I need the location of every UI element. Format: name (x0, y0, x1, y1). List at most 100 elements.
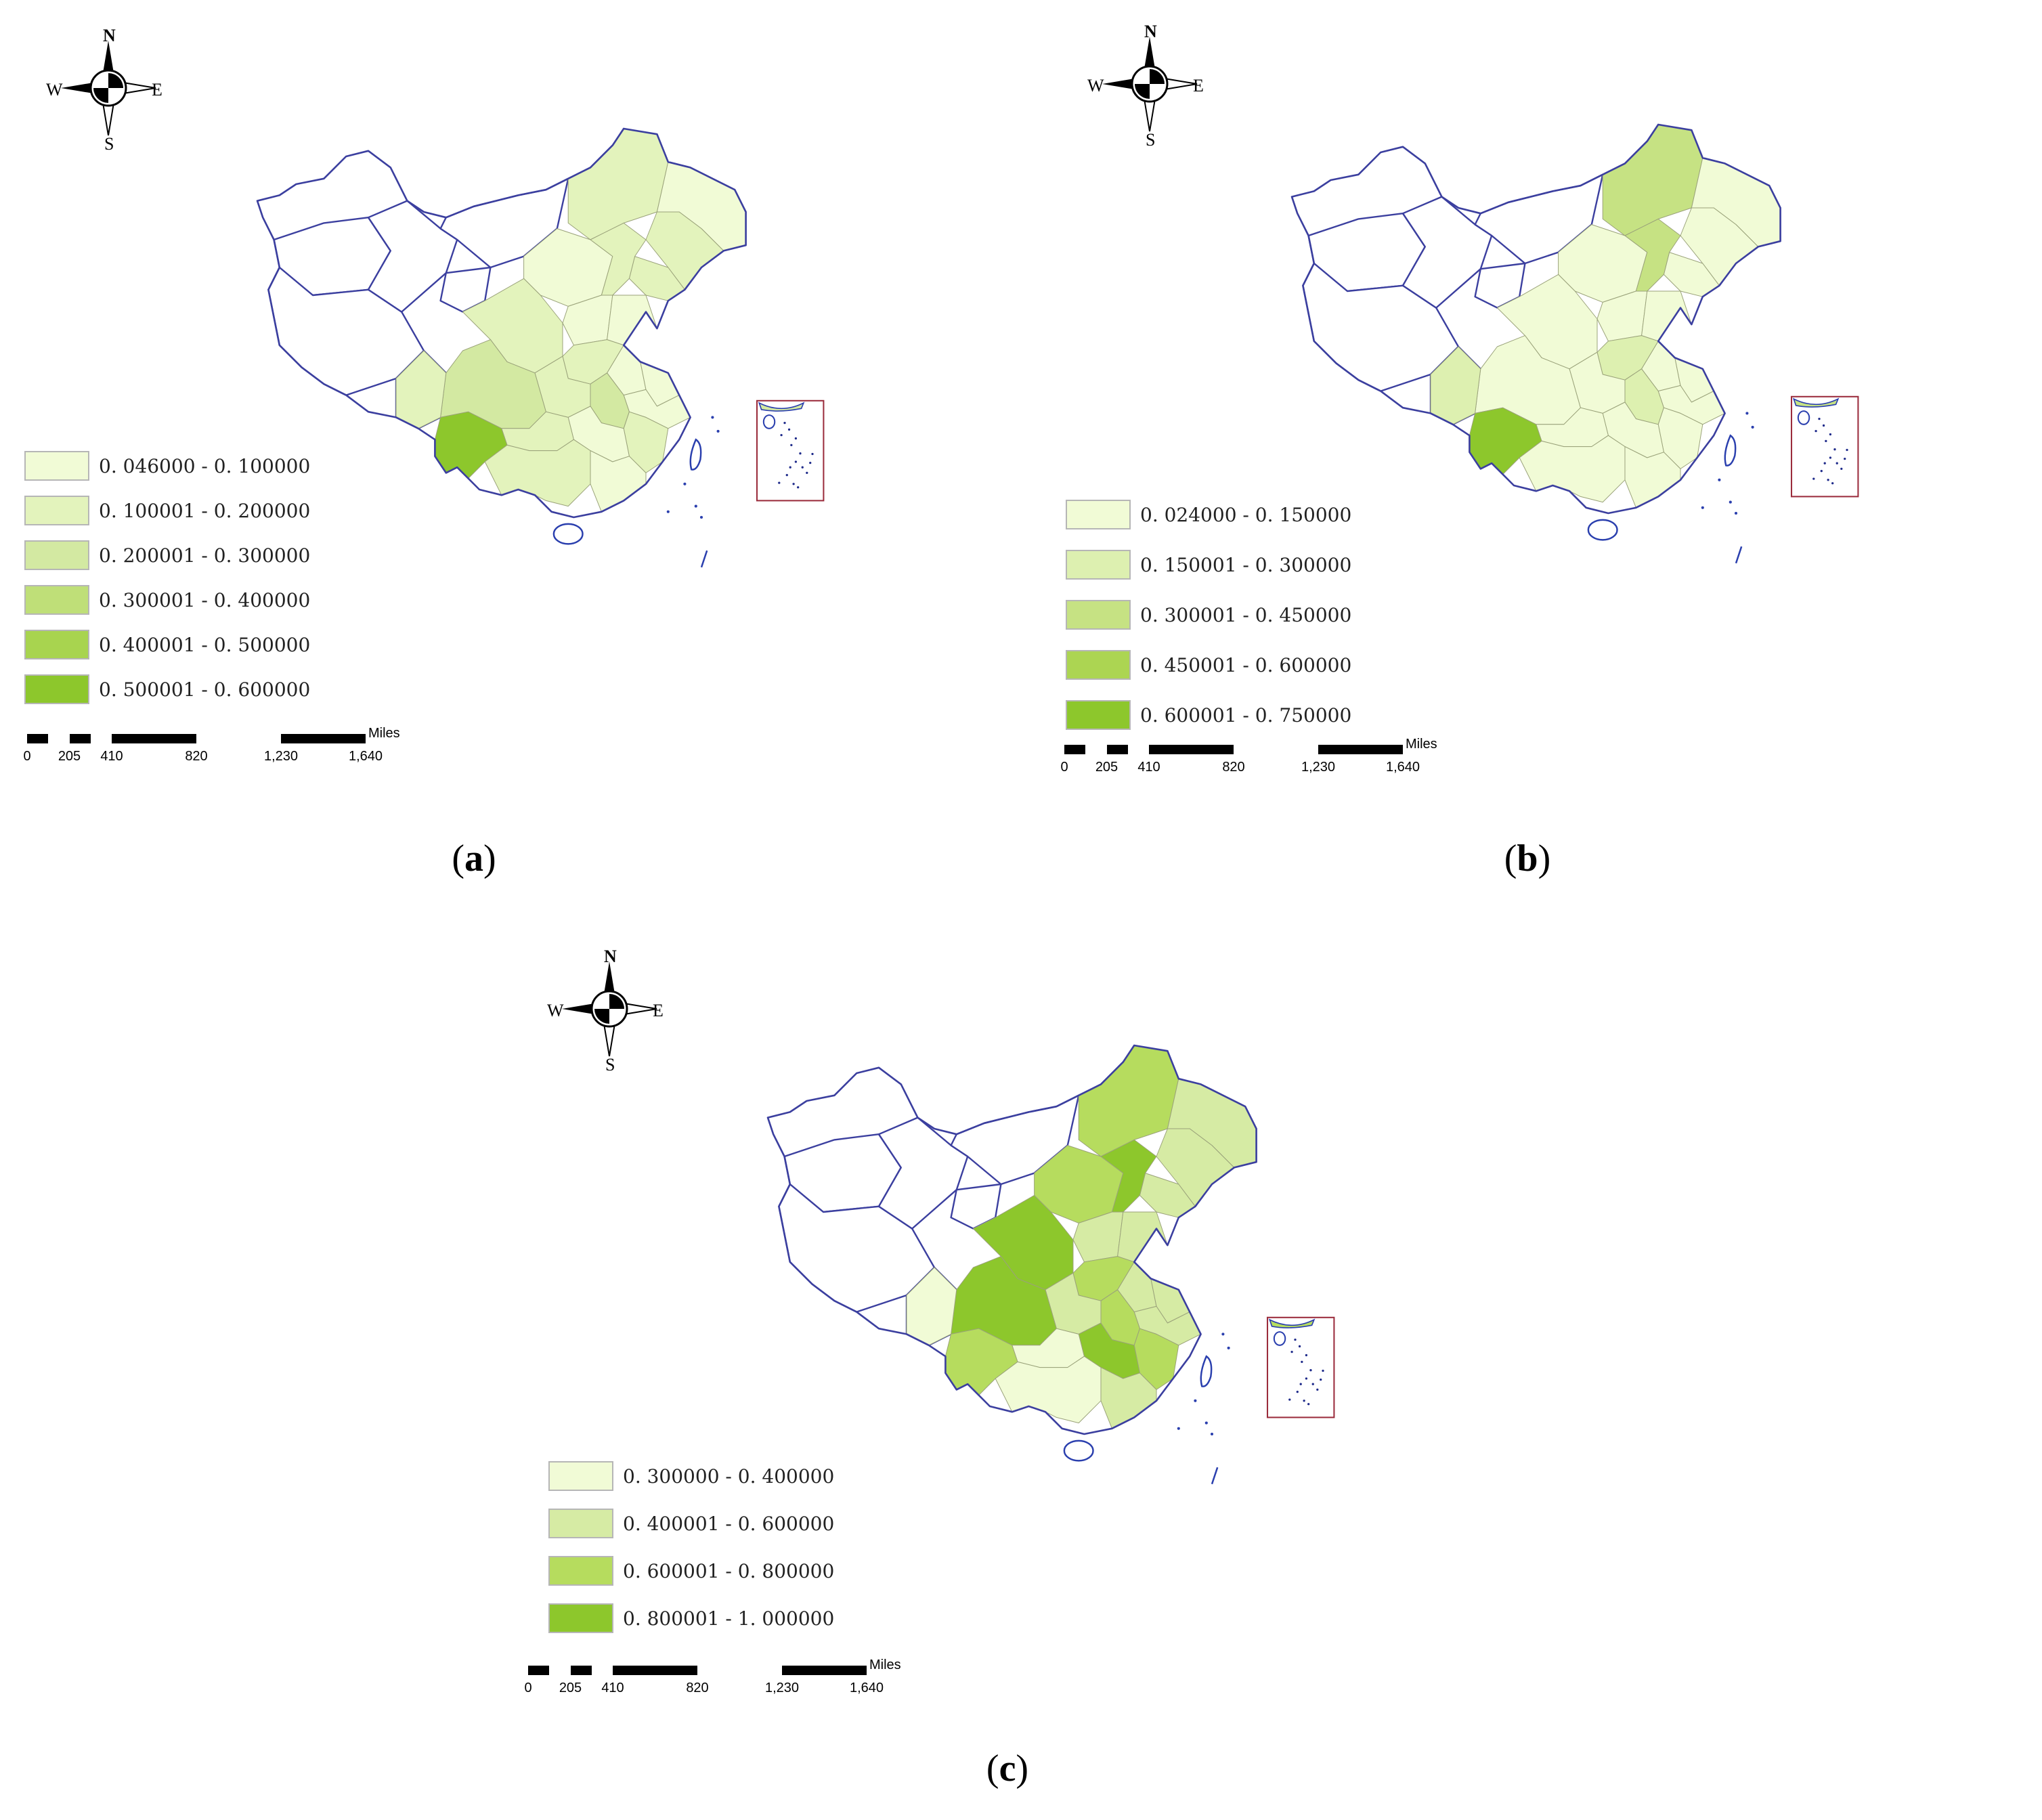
scale-tick-label: 820 (686, 1681, 709, 1695)
province-5 (1100, 1139, 1157, 1213)
inset-dot-14 (1844, 458, 1846, 460)
legend-item: 0. 600001 - 0. 800000 (548, 1556, 900, 1588)
caption-letter-b: b (1517, 838, 1538, 880)
scale-segment (281, 734, 366, 743)
compass-south-label: S (1146, 130, 1156, 150)
legend-label: 0. 300000 - 0. 400000 (623, 1465, 835, 1488)
scale-tick-label: 205 (58, 749, 81, 764)
legend-label: 0. 600001 - 0. 750000 (1140, 704, 1352, 727)
compass-west-label: W (547, 1001, 564, 1020)
legend-label: 0. 800001 - 1. 000000 (623, 1607, 835, 1630)
legend-label: 0. 100001 - 0. 200000 (99, 500, 311, 522)
compass-quadrant-sw (93, 88, 108, 103)
scale-tick-label: 410 (100, 749, 123, 764)
scale-tick-label: 0 (1060, 760, 1068, 775)
inset-dot-7 (1823, 462, 1826, 464)
inset-coast (1792, 397, 1840, 408)
scale-segment (549, 1666, 571, 1675)
province-5 (1624, 218, 1681, 292)
scale-bar-b: 0 205 410 820 1,230 1,640 Miles (1060, 737, 1437, 785)
inset-dot-11 (1288, 1398, 1291, 1401)
south-china-sea-inset (1790, 395, 1859, 498)
inset-dot-15 (1322, 1369, 1324, 1372)
inset-dot-8 (1835, 462, 1838, 464)
legend-swatch (24, 630, 89, 659)
compass-quadrant-sw (1135, 84, 1150, 99)
scale-tick-label: 0 (524, 1681, 532, 1695)
inset-dot-3 (1829, 433, 1832, 436)
map-panel-b: N S E W 0. 024000 - 0. 150000 0. 150001 -… (1021, 0, 2042, 910)
legend-item: 0. 400001 - 0. 600000 (548, 1509, 900, 1541)
island-dot-1 (716, 429, 720, 433)
scale-segment (1085, 745, 1107, 754)
legend-swatch (548, 1556, 613, 1586)
scale-bar-a: 0 205 410 820 1,230 1,640 Miles (23, 726, 399, 775)
scale-segment (48, 734, 70, 743)
inset-dot-3 (1305, 1353, 1308, 1357)
scale-segment (1127, 745, 1149, 754)
legend-item: 0. 150001 - 0. 300000 (1066, 550, 1418, 582)
china-map-group (256, 127, 825, 568)
inset-dot-15 (1846, 448, 1848, 452)
inset-dot-2 (1815, 430, 1817, 433)
china-outline (766, 1044, 1257, 1435)
legend-swatch (548, 1461, 613, 1491)
legend-swatch (24, 585, 89, 615)
legend-swatch (1066, 550, 1131, 580)
compass-east-label: E (653, 1001, 664, 1020)
inset-dot-0 (1818, 417, 1821, 420)
province-7 (607, 295, 657, 346)
legend-label: 0. 500001 - 0. 600000 (99, 678, 311, 701)
inset-dot-12 (1827, 479, 1829, 481)
legend-swatch (1066, 700, 1131, 730)
scale-unit-label: Miles (869, 1658, 901, 1672)
inset-dot-0 (783, 421, 786, 425)
inset-dot-11 (778, 481, 781, 484)
island-line (700, 550, 708, 568)
legend-swatch (24, 674, 89, 704)
taiwan-island (689, 438, 702, 471)
compass-rose (1102, 37, 1198, 132)
legend-label: 0. 300001 - 0. 450000 (1140, 604, 1352, 626)
island-dot-2 (1194, 1399, 1197, 1402)
legend-swatch (1066, 600, 1131, 630)
legend-swatch (24, 451, 89, 481)
legend-item: 0. 400001 - 0. 500000 (24, 630, 376, 662)
china-map-b (1290, 123, 1859, 564)
scale-segment (782, 1666, 867, 1675)
scale-segment (27, 734, 49, 743)
legend-swatch (548, 1509, 613, 1538)
inset-dot-7 (1299, 1383, 1302, 1385)
map-panel-a: N S E W 0. 046000 - 0. 100000 0. 100001 -… (0, 0, 1021, 910)
island-dot-1 (1227, 1346, 1230, 1349)
scale-segment (1106, 745, 1128, 754)
north-arrow-icon: N S E W (542, 941, 677, 1077)
scale-segment (1149, 745, 1234, 754)
caption-letter-c: c (999, 1748, 1016, 1790)
china-map-c (766, 1044, 1335, 1485)
scale-tick-label: 820 (185, 749, 208, 764)
china-map-a (256, 127, 825, 568)
map-panel-c: N S E W 0. 300000 - 0. 400000 0. 400001 -… (510, 921, 1532, 1820)
inset-dot-13 (1307, 1403, 1310, 1406)
inset-dot-2 (1290, 1351, 1293, 1353)
scale-tick-label: 205 (559, 1681, 582, 1695)
island-dot-5 (1177, 1427, 1180, 1430)
compass-quadrant-ne (108, 73, 123, 88)
inset-dot-6 (1305, 1377, 1308, 1380)
legend-item: 0. 024000 - 0. 150000 (1066, 500, 1418, 532)
scale-tick-label: 1,230 (764, 1681, 800, 1695)
scale-segment (90, 734, 112, 743)
island-dot-2 (1718, 478, 1721, 481)
inset-dot-11 (1812, 477, 1815, 480)
inset-dot-6 (794, 460, 798, 463)
inset-dot-10 (785, 474, 788, 477)
caption-c: (c) (986, 1748, 1029, 1790)
legend-label: 0. 024000 - 0. 150000 (1140, 504, 1352, 526)
compass-east-label: E (152, 80, 162, 100)
island-dot-4 (699, 515, 703, 519)
inset-dot-2 (780, 434, 783, 437)
legend-item: 0. 200001 - 0. 300000 (24, 540, 376, 573)
north-arrow-icon: N S E W (1082, 16, 1217, 152)
inset-dot-5 (1309, 1369, 1312, 1372)
